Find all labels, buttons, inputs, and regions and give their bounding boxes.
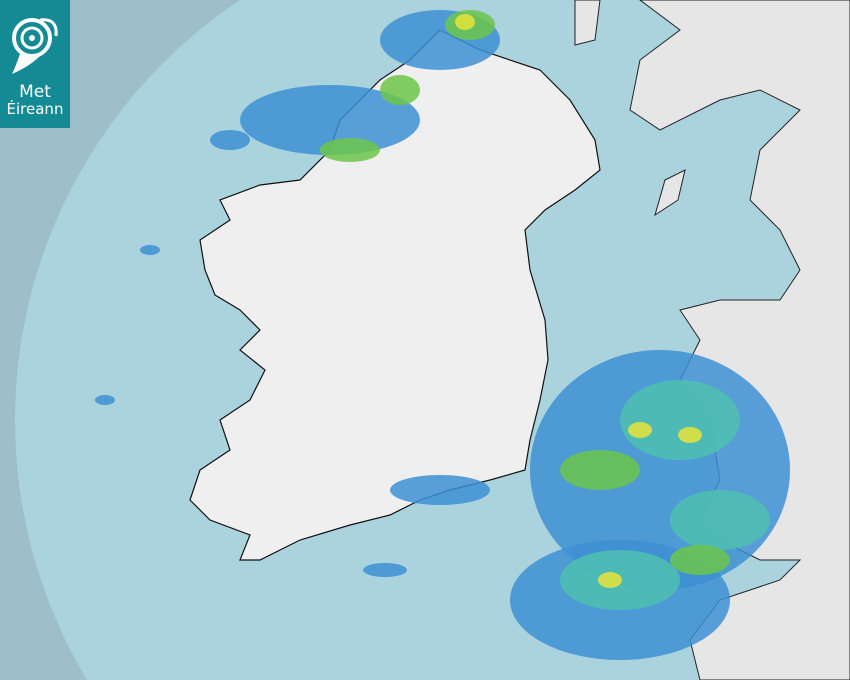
rain-echo xyxy=(140,245,160,255)
scottish-island xyxy=(574,0,601,46)
ireland-landmass xyxy=(189,29,601,561)
logo-text-met: Met xyxy=(19,82,51,102)
logo-text-eireann: Éireann xyxy=(6,100,64,118)
rain-echo xyxy=(678,427,702,443)
rain-echo xyxy=(320,138,380,162)
rain-layer xyxy=(95,10,790,660)
rain-echo xyxy=(390,475,490,505)
rain-echo xyxy=(628,422,652,438)
rain-echo xyxy=(670,490,770,550)
rain-echo xyxy=(210,130,250,150)
rain-echo xyxy=(380,75,420,105)
met-eireann-logo[interactable]: Met Éireann xyxy=(0,0,70,128)
rain-echo xyxy=(240,85,420,155)
rain-echo xyxy=(363,563,407,577)
rain-echo xyxy=(670,545,730,575)
rain-echo xyxy=(620,380,740,460)
rain-echo xyxy=(95,395,115,405)
rain-echo xyxy=(560,450,640,490)
swirl-logo-icon xyxy=(12,18,58,74)
isle-of-man xyxy=(654,169,686,217)
rain-echo xyxy=(455,14,475,30)
rain-echo xyxy=(598,572,622,588)
